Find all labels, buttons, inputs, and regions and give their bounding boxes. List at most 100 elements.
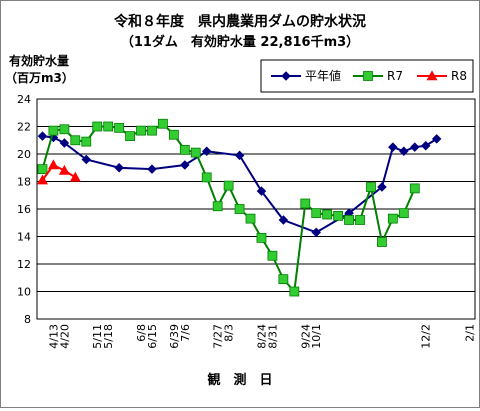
legend-item: R8 xyxy=(417,69,467,83)
data-point xyxy=(59,138,70,148)
data-point xyxy=(180,160,190,170)
data-point xyxy=(300,198,311,209)
series-R7 xyxy=(37,118,420,297)
data-point xyxy=(278,215,289,225)
data-point xyxy=(58,164,70,175)
series-line xyxy=(41,163,76,181)
x-tick-label: 8/3 xyxy=(223,324,236,342)
y-axis-label-line-2: （百万m3） xyxy=(5,70,74,85)
series-line xyxy=(41,122,416,294)
x-tick-label: 4/13 xyxy=(47,324,60,349)
data-point xyxy=(311,208,322,219)
data-point xyxy=(103,121,114,132)
data-point xyxy=(366,182,376,192)
data-point xyxy=(278,274,289,285)
legend-item: R7 xyxy=(353,69,403,83)
data-point xyxy=(399,146,409,157)
data-point xyxy=(114,162,124,173)
x-tick-label: 6/39 xyxy=(168,324,181,349)
legend-marker xyxy=(426,70,438,81)
data-point xyxy=(190,147,201,158)
data-point xyxy=(125,131,135,142)
y-tick-label: 12 xyxy=(17,258,31,271)
data-point xyxy=(344,215,354,225)
data-point xyxy=(36,174,48,185)
data-point xyxy=(245,213,256,224)
data-point xyxy=(136,125,146,136)
y-tick-label: 20 xyxy=(17,148,31,161)
y-tick-labels: 8 10 12 14 16 18 20 22 24 xyxy=(17,93,31,326)
y-tick-label: 8 xyxy=(24,313,31,326)
data-point xyxy=(256,232,267,243)
y-axis-label-line-1: 有効貯水量 xyxy=(9,53,69,68)
data-point xyxy=(388,142,398,152)
chart-subtitle: （11ダム 有効貯水量 22,816千m3） xyxy=(121,34,359,50)
data-point xyxy=(92,121,103,132)
x-tick-label: 5/11 xyxy=(91,324,104,349)
y-tick-label: 16 xyxy=(17,203,31,216)
data-point xyxy=(409,183,420,194)
y-tick-label: 14 xyxy=(17,231,31,244)
x-tick-label: 10/1 xyxy=(310,324,323,349)
data-point xyxy=(267,250,278,261)
data-point xyxy=(48,125,59,136)
data-point xyxy=(59,124,70,135)
data-point xyxy=(223,180,234,191)
legend: 平年値 R7 R8 xyxy=(260,59,474,93)
data-point xyxy=(201,172,212,183)
data-point xyxy=(81,136,92,147)
x-tick-label: 8/24 xyxy=(255,324,268,349)
x-tick-label: 6/15 xyxy=(146,324,159,349)
x-axis-label: 観 測 日 xyxy=(206,372,272,388)
data-point xyxy=(201,146,212,157)
x-tick-label: 7/6 xyxy=(179,324,192,342)
legend-item: 平年値 xyxy=(271,68,341,83)
x-tick-label: 8/31 xyxy=(266,324,279,349)
y-tick-label: 24 xyxy=(17,93,31,106)
x-tick-labels: 4/134/20 5/115/18 6/86/15 6/397/6 7/278/3 8/2… xyxy=(47,324,476,349)
x-tick-label: 7/27 xyxy=(212,324,225,349)
data-point xyxy=(377,182,387,192)
data-point xyxy=(179,144,190,155)
data-point xyxy=(387,213,398,224)
data-point xyxy=(431,134,442,144)
legend-label: R8 xyxy=(451,69,467,83)
data-point xyxy=(322,209,333,220)
series-layer xyxy=(36,118,442,297)
y-tick-label: 22 xyxy=(17,121,31,134)
x-tick-label: 2/1 xyxy=(464,324,477,342)
grid-lines xyxy=(37,126,475,292)
plot-area xyxy=(36,98,476,320)
data-point xyxy=(398,208,409,219)
data-point xyxy=(377,237,387,247)
data-point xyxy=(333,210,344,221)
x-tick-label: 5/18 xyxy=(102,324,115,349)
x-tick-label: 12/2 xyxy=(420,324,433,349)
x-tick-label: 4/20 xyxy=(58,324,71,349)
data-point xyxy=(70,135,81,146)
data-point xyxy=(212,201,223,212)
data-point xyxy=(69,171,81,182)
legend-label: R7 xyxy=(387,69,403,83)
x-tick-label: 6/8 xyxy=(135,324,148,342)
chart-title: 令和８年度 県内農業用ダムの貯水状況 xyxy=(113,13,366,30)
data-point xyxy=(48,132,59,143)
data-point xyxy=(234,204,245,214)
data-point xyxy=(311,227,321,238)
series-平年値 xyxy=(37,131,442,238)
x-tick-label: 9/24 xyxy=(299,324,312,349)
legend-marker xyxy=(281,71,291,81)
legend-label: 平年値 xyxy=(305,68,341,83)
data-point xyxy=(289,286,300,297)
data-point xyxy=(256,186,267,196)
data-point xyxy=(37,131,48,141)
y-tick-label: 18 xyxy=(17,176,31,189)
y-tick-label: 10 xyxy=(17,286,31,299)
data-point xyxy=(47,159,59,170)
data-point xyxy=(168,129,179,140)
data-point xyxy=(114,122,125,133)
data-point xyxy=(355,215,365,225)
legend-marker xyxy=(363,71,373,81)
